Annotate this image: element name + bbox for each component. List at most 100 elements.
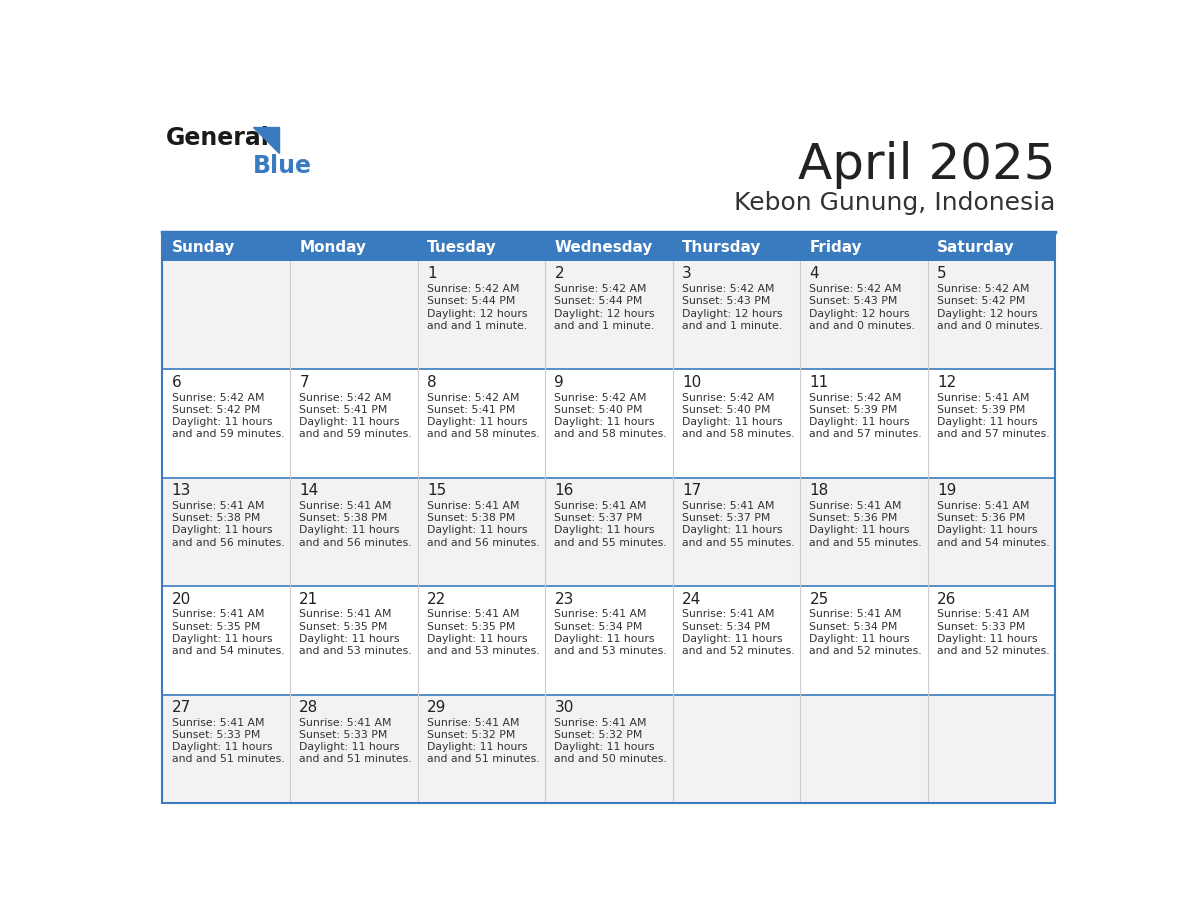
Text: Daylight: 11 hours: Daylight: 11 hours xyxy=(682,633,783,644)
Text: and and 57 minutes.: and and 57 minutes. xyxy=(809,429,922,439)
Bar xyxy=(163,587,1055,695)
Text: Sunrise: 5:41 AM: Sunrise: 5:41 AM xyxy=(809,501,902,511)
Bar xyxy=(163,233,1055,261)
Text: 25: 25 xyxy=(809,592,829,607)
Text: Daylight: 12 hours: Daylight: 12 hours xyxy=(682,308,783,319)
Text: Thursday: Thursday xyxy=(682,240,762,254)
Text: Daylight: 12 hours: Daylight: 12 hours xyxy=(426,308,527,319)
Text: Daylight: 11 hours: Daylight: 11 hours xyxy=(555,633,655,644)
Text: 1: 1 xyxy=(426,266,436,282)
Bar xyxy=(163,695,1055,803)
Text: Sunrise: 5:41 AM: Sunrise: 5:41 AM xyxy=(172,718,264,728)
Text: and and 56 minutes.: and and 56 minutes. xyxy=(299,538,412,547)
Text: Sunset: 5:40 PM: Sunset: 5:40 PM xyxy=(682,405,771,415)
Text: Sunset: 5:38 PM: Sunset: 5:38 PM xyxy=(426,513,516,523)
Text: Sunrise: 5:42 AM: Sunrise: 5:42 AM xyxy=(809,393,902,403)
Text: and and 51 minutes.: and and 51 minutes. xyxy=(299,755,412,765)
Text: Sunset: 5:32 PM: Sunset: 5:32 PM xyxy=(426,730,516,740)
Text: 9: 9 xyxy=(555,375,564,390)
Text: Sunrise: 5:42 AM: Sunrise: 5:42 AM xyxy=(426,285,519,294)
Text: and and 53 minutes.: and and 53 minutes. xyxy=(426,646,539,656)
Text: Sunset: 5:35 PM: Sunset: 5:35 PM xyxy=(172,621,260,632)
Text: Sunrise: 5:41 AM: Sunrise: 5:41 AM xyxy=(682,501,775,511)
Text: Daylight: 11 hours: Daylight: 11 hours xyxy=(937,633,1037,644)
Text: and and 55 minutes.: and and 55 minutes. xyxy=(809,538,922,547)
Text: Sunset: 5:34 PM: Sunset: 5:34 PM xyxy=(682,621,770,632)
Text: and and 0 minutes.: and and 0 minutes. xyxy=(809,320,915,330)
Text: and and 56 minutes.: and and 56 minutes. xyxy=(426,538,539,547)
Text: Sunrise: 5:41 AM: Sunrise: 5:41 AM xyxy=(937,501,1030,511)
Text: Daylight: 11 hours: Daylight: 11 hours xyxy=(555,742,655,752)
Text: Saturday: Saturday xyxy=(937,240,1015,254)
Text: and and 53 minutes.: and and 53 minutes. xyxy=(299,646,412,656)
Text: Daylight: 11 hours: Daylight: 11 hours xyxy=(555,417,655,427)
Text: Sunset: 5:39 PM: Sunset: 5:39 PM xyxy=(937,405,1025,415)
Text: 5: 5 xyxy=(937,266,947,282)
Text: and and 58 minutes.: and and 58 minutes. xyxy=(426,429,539,439)
Text: 23: 23 xyxy=(555,592,574,607)
Text: Sunrise: 5:41 AM: Sunrise: 5:41 AM xyxy=(299,501,392,511)
Text: 17: 17 xyxy=(682,483,701,498)
Text: Daylight: 11 hours: Daylight: 11 hours xyxy=(299,417,400,427)
Text: and and 1 minute.: and and 1 minute. xyxy=(682,320,782,330)
Text: Blue: Blue xyxy=(253,154,312,178)
Text: and and 55 minutes.: and and 55 minutes. xyxy=(555,538,666,547)
Text: Sunset: 5:36 PM: Sunset: 5:36 PM xyxy=(937,513,1025,523)
Text: and and 54 minutes.: and and 54 minutes. xyxy=(172,646,284,656)
Text: and and 1 minute.: and and 1 minute. xyxy=(555,320,655,330)
Bar xyxy=(163,261,1055,370)
Text: Sunset: 5:33 PM: Sunset: 5:33 PM xyxy=(937,621,1025,632)
Text: Daylight: 11 hours: Daylight: 11 hours xyxy=(682,525,783,535)
Text: Daylight: 11 hours: Daylight: 11 hours xyxy=(682,417,783,427)
Text: Sunrise: 5:41 AM: Sunrise: 5:41 AM xyxy=(426,610,519,620)
Text: Sunset: 5:40 PM: Sunset: 5:40 PM xyxy=(555,405,643,415)
Polygon shape xyxy=(253,127,279,152)
Text: Friday: Friday xyxy=(809,240,862,254)
Text: General: General xyxy=(166,126,270,150)
Text: and and 59 minutes.: and and 59 minutes. xyxy=(172,429,284,439)
Text: Sunset: 5:33 PM: Sunset: 5:33 PM xyxy=(299,730,387,740)
Text: Daylight: 12 hours: Daylight: 12 hours xyxy=(809,308,910,319)
Text: Daylight: 11 hours: Daylight: 11 hours xyxy=(426,417,527,427)
Text: Sunset: 5:32 PM: Sunset: 5:32 PM xyxy=(555,730,643,740)
Text: Sunset: 5:37 PM: Sunset: 5:37 PM xyxy=(682,513,770,523)
Text: Wednesday: Wednesday xyxy=(555,240,652,254)
Text: and and 55 minutes.: and and 55 minutes. xyxy=(682,538,795,547)
Text: 28: 28 xyxy=(299,700,318,715)
Text: Sunset: 5:38 PM: Sunset: 5:38 PM xyxy=(299,513,387,523)
Text: 13: 13 xyxy=(172,483,191,498)
Text: Sunset: 5:34 PM: Sunset: 5:34 PM xyxy=(809,621,898,632)
Text: Sunrise: 5:42 AM: Sunrise: 5:42 AM xyxy=(299,393,392,403)
Text: Sunset: 5:41 PM: Sunset: 5:41 PM xyxy=(426,405,516,415)
Text: Sunrise: 5:41 AM: Sunrise: 5:41 AM xyxy=(172,501,264,511)
Text: Sunrise: 5:41 AM: Sunrise: 5:41 AM xyxy=(172,610,264,620)
Text: Sunset: 5:34 PM: Sunset: 5:34 PM xyxy=(555,621,643,632)
Text: 10: 10 xyxy=(682,375,701,390)
Text: Sunset: 5:43 PM: Sunset: 5:43 PM xyxy=(809,297,898,307)
Text: Sunrise: 5:42 AM: Sunrise: 5:42 AM xyxy=(555,285,647,294)
Text: Kebon Gunung, Indonesia: Kebon Gunung, Indonesia xyxy=(734,191,1055,215)
Text: April 2025: April 2025 xyxy=(798,141,1055,189)
Text: and and 51 minutes.: and and 51 minutes. xyxy=(426,755,539,765)
Text: 11: 11 xyxy=(809,375,829,390)
Text: 12: 12 xyxy=(937,375,956,390)
Text: Daylight: 12 hours: Daylight: 12 hours xyxy=(555,308,655,319)
Text: Sunrise: 5:42 AM: Sunrise: 5:42 AM xyxy=(426,393,519,403)
Text: Sunrise: 5:41 AM: Sunrise: 5:41 AM xyxy=(299,610,392,620)
Text: Sunset: 5:42 PM: Sunset: 5:42 PM xyxy=(937,297,1025,307)
Text: Daylight: 11 hours: Daylight: 11 hours xyxy=(299,742,400,752)
Text: Daylight: 11 hours: Daylight: 11 hours xyxy=(809,525,910,535)
Text: Daylight: 12 hours: Daylight: 12 hours xyxy=(937,308,1037,319)
Text: 15: 15 xyxy=(426,483,446,498)
Text: Sunset: 5:42 PM: Sunset: 5:42 PM xyxy=(172,405,260,415)
Text: Sunrise: 5:41 AM: Sunrise: 5:41 AM xyxy=(426,718,519,728)
Text: Sunset: 5:35 PM: Sunset: 5:35 PM xyxy=(299,621,387,632)
Text: Sunrise: 5:41 AM: Sunrise: 5:41 AM xyxy=(555,610,647,620)
Bar xyxy=(163,478,1055,587)
Text: 29: 29 xyxy=(426,700,447,715)
Text: Sunrise: 5:41 AM: Sunrise: 5:41 AM xyxy=(937,393,1030,403)
Text: Sunrise: 5:41 AM: Sunrise: 5:41 AM xyxy=(937,610,1030,620)
Text: Daylight: 11 hours: Daylight: 11 hours xyxy=(299,525,400,535)
Text: Sunrise: 5:42 AM: Sunrise: 5:42 AM xyxy=(172,393,264,403)
Text: 7: 7 xyxy=(299,375,309,390)
